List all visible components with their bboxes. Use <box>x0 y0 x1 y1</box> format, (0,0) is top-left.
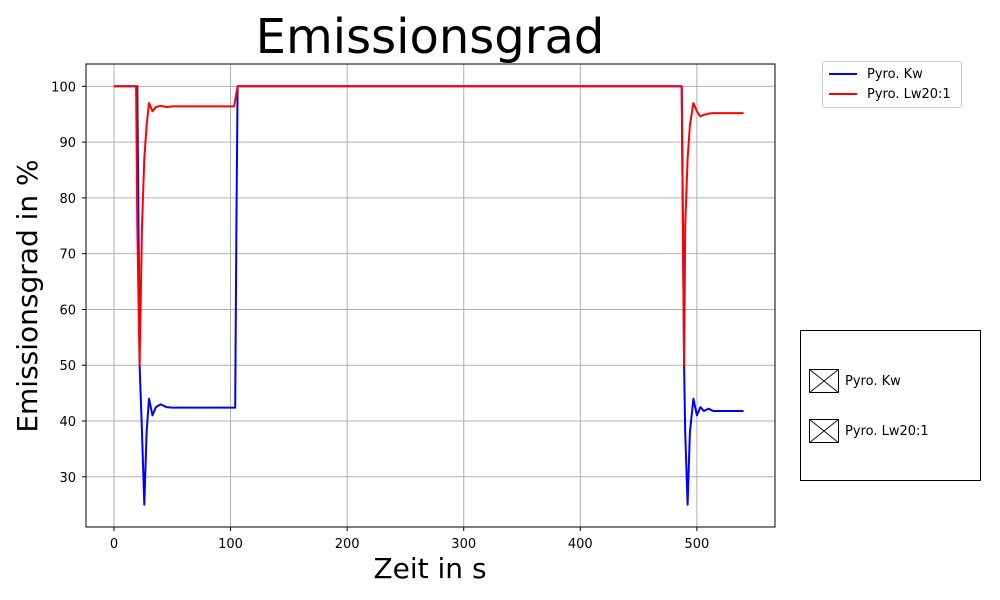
y-tick-label: 60 <box>59 303 76 318</box>
y-tick-label: 70 <box>59 248 76 263</box>
checkbox-crossed-icon[interactable] <box>809 369 839 393</box>
grid-lines <box>86 64 775 527</box>
y-tick-label: 100 <box>51 80 76 95</box>
x-tick-label: 0 <box>110 537 118 552</box>
y-tick-label: 90 <box>59 136 76 151</box>
legend-swatch-pyro-kw <box>829 73 857 75</box>
legend-swatch-pyro-lw <box>829 93 857 95</box>
toggle-item-pyro-kw[interactable]: Pyro. Kw <box>809 368 901 394</box>
legend-label-pyro-kw: Pyro. Kw <box>867 66 923 82</box>
legend-item-pyro-kw: Pyro. Kw <box>829 64 923 84</box>
series-line-pyro-kw <box>114 85 744 506</box>
legend-label-pyro-lw: Pyro. Lw20:1 <box>867 86 951 102</box>
x-tick-label: 200 <box>335 537 360 552</box>
checkbox-crossed-icon[interactable] <box>809 419 839 443</box>
plot-lines <box>114 85 744 506</box>
chart-title: Emissionsgrad <box>256 9 605 65</box>
x-tick-label: 300 <box>451 537 476 552</box>
toggle-label-pyro-lw: Pyro. Lw20:1 <box>845 423 929 439</box>
x-axis: 0 100 200 300 400 500 <box>110 527 709 552</box>
x-axis-label: Zeit in s <box>373 552 486 585</box>
x-tick-label: 400 <box>568 537 593 552</box>
plot-frame <box>85 63 776 528</box>
toggle-item-pyro-lw[interactable]: Pyro. Lw20:1 <box>809 418 929 444</box>
y-tick-label: 40 <box>59 415 76 430</box>
y-axis-label: Emissionsgrad in % <box>11 159 44 432</box>
toggle-label-pyro-kw: Pyro. Kw <box>845 373 901 389</box>
series-line-pyro-lw <box>114 85 744 367</box>
legend-item-pyro-lw: Pyro. Lw20:1 <box>829 84 951 104</box>
x-tick-label: 500 <box>684 537 709 552</box>
x-tick-label: 100 <box>218 537 243 552</box>
y-tick-label: 30 <box>59 471 76 486</box>
y-axis: 30 40 50 60 70 80 90 100 <box>51 80 86 486</box>
y-tick-label: 50 <box>59 359 76 374</box>
y-tick-label: 80 <box>59 192 76 207</box>
series-toggle-panel: Pyro. Kw Pyro. Lw20:1 <box>800 330 981 481</box>
legend: Pyro. Kw Pyro. Lw20:1 <box>822 61 962 108</box>
